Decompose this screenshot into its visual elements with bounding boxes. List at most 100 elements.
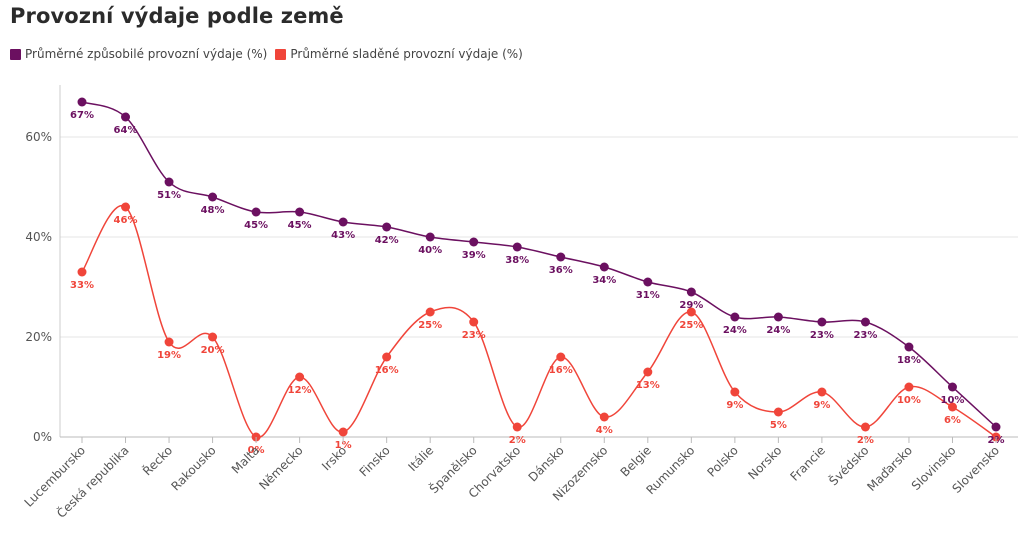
data-label: 45% <box>244 220 268 231</box>
data-point <box>121 112 131 122</box>
data-point <box>947 402 957 412</box>
x-tick-label: Dánsko <box>526 443 567 484</box>
data-label: 16% <box>375 365 399 376</box>
data-point <box>730 312 740 322</box>
data-point <box>425 307 435 317</box>
data-labels: 67% 64% 51% 48% 45% 45% 43% 42% 40% 39% 38% 36% 34% 3… <box>70 110 1004 456</box>
x-tick-label: Belgie <box>618 443 654 479</box>
data-label: 0% <box>248 445 265 456</box>
data-label: 46% <box>114 215 138 226</box>
data-point <box>686 287 696 297</box>
x-tick-label: Česká republika <box>53 443 131 521</box>
data-label: 4% <box>596 425 613 436</box>
data-point <box>599 412 609 422</box>
y-tick-label: 40% <box>25 230 52 244</box>
data-label: 51% <box>157 190 181 201</box>
x-tick-label: Malta <box>229 443 262 476</box>
data-label: 64% <box>114 125 138 136</box>
y-tick-label: 60% <box>25 130 52 144</box>
data-label: 39% <box>462 250 486 261</box>
x-tick-label: Rakousko <box>168 443 218 493</box>
series-lines <box>81 101 997 438</box>
data-label: 6% <box>944 415 961 426</box>
data-point <box>77 97 87 107</box>
data-label: 24% <box>723 325 747 336</box>
x-tick-label: Řecko <box>139 443 175 479</box>
data-point <box>164 177 174 187</box>
data-point <box>469 317 479 327</box>
data-label: 43% <box>331 230 355 241</box>
y-tick-label: 20% <box>25 330 52 344</box>
data-label: 9% <box>813 400 830 411</box>
data-point <box>686 307 696 317</box>
data-label: 29% <box>679 300 703 311</box>
data-label: 42% <box>375 235 399 246</box>
data-label: 23% <box>462 330 486 341</box>
data-label: 38% <box>505 255 529 266</box>
x-tick-label: Norsko <box>745 443 784 482</box>
data-label: 10% <box>941 395 965 406</box>
x-tick-label: Francie <box>788 443 828 483</box>
data-point <box>77 267 87 277</box>
data-label: 34% <box>592 275 616 286</box>
data-point <box>338 217 348 227</box>
data-label: 45% <box>288 220 312 231</box>
data-point <box>382 352 392 362</box>
axes <box>59 85 1018 438</box>
data-label: 9% <box>726 400 743 411</box>
data-point <box>773 312 783 322</box>
y-tick-labels: 0% 20% 40% 60% <box>25 130 52 444</box>
data-point <box>730 387 740 397</box>
data-label: 25% <box>418 320 442 331</box>
data-label: 18% <box>897 355 921 366</box>
data-point <box>556 352 566 362</box>
data-label: 48% <box>201 205 225 216</box>
data-label: 19% <box>157 350 181 361</box>
data-point <box>208 192 218 202</box>
data-point <box>643 367 653 377</box>
data-point <box>773 407 783 417</box>
data-label: 25% <box>679 320 703 331</box>
data-label: 24% <box>766 325 790 336</box>
data-point <box>338 427 348 437</box>
data-label: 13% <box>636 380 660 391</box>
gridlines <box>60 136 1018 338</box>
data-label: 20% <box>201 345 225 356</box>
data-label: 5% <box>770 420 787 431</box>
data-point <box>947 382 957 392</box>
legend-item-aligned[interactable]: Průměrné sladěné provozní výdaje (%) <box>275 47 523 61</box>
data-point <box>860 422 870 432</box>
series-line-0 <box>81 101 997 428</box>
data-point <box>469 237 479 247</box>
x-tick-label: Švédsko <box>826 443 872 489</box>
data-point <box>860 317 870 327</box>
x-tick-label: Slovensko <box>949 443 1002 496</box>
data-point <box>556 252 566 262</box>
data-label: 1% <box>335 440 352 451</box>
data-label: 67% <box>70 110 94 121</box>
data-point <box>512 422 522 432</box>
data-point <box>208 332 218 342</box>
data-label: 40% <box>418 245 442 256</box>
legend-item-eligible[interactable]: Průměrné způsobilé provozní výdaje (%) <box>10 47 267 61</box>
data-point <box>295 372 305 382</box>
data-label: 33% <box>70 280 94 291</box>
data-label: 10% <box>897 395 921 406</box>
data-point <box>817 317 827 327</box>
data-label: 12% <box>288 385 312 396</box>
data-label: 36% <box>549 265 573 276</box>
x-tick-label: Polsko <box>704 443 740 479</box>
data-label: 16% <box>549 365 573 376</box>
legend-swatch-aligned <box>275 48 287 60</box>
x-tick-label: Finsko <box>357 443 393 479</box>
data-point <box>599 262 609 272</box>
data-label: 23% <box>810 330 834 341</box>
data-point <box>121 202 131 212</box>
data-label: 23% <box>853 330 877 341</box>
data-point <box>512 242 522 252</box>
data-point <box>251 207 261 217</box>
data-point <box>991 422 1001 432</box>
legend-swatch-eligible <box>10 48 21 60</box>
